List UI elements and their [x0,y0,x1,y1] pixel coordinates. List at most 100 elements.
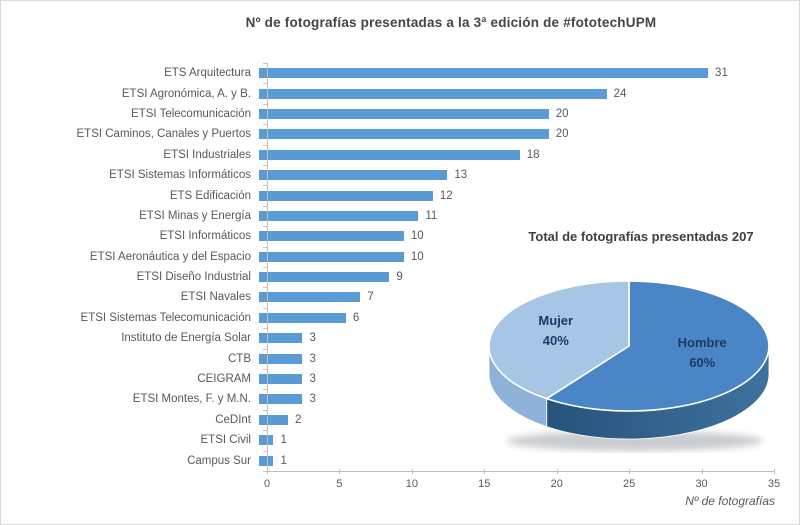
x-axis-tick-label: 5 [336,478,343,490]
bar-row: ETSI Industriales 18 [1,145,781,165]
bar [259,108,549,119]
bar-row: ETSI Civil 1 [1,430,781,450]
y-axis-tick [263,471,267,472]
bar-track: 3 [259,328,766,348]
bar-value-label: 11 [425,209,438,222]
category-label: ETSI Informáticos [159,230,251,243]
bar-value-label: 10 [410,230,424,243]
x-axis-tick [411,469,413,474]
bar-row: ETSI Aeronáutica y del Espacio 10 [1,247,781,267]
x-axis-tick-label: 15 [478,478,491,490]
bar-value-label: 6 [352,311,360,324]
category-label: ETSI Navales [180,291,251,304]
x-axis-tick [774,469,775,474]
bar-track: 2 [259,410,766,430]
x-axis-tick-label: 20 [550,478,563,490]
bar [259,374,303,385]
bar-row: ETSI Agronómica, A. y B. 24 [1,83,781,103]
bar-value-label: 13 [454,169,468,182]
category-label: Instituto de Energía Solar [121,332,251,345]
pie-slice-hombre [545,280,770,412]
bar [259,272,390,283]
bar-track: 9 [259,267,766,287]
bar-row: ETSI Sistemas Telecomunicación 6 [1,308,781,328]
bar-row: CeDInt 2 [1,410,781,430]
bar-row: Instituto de Energía Solar 3 [1,328,781,348]
y-axis-tick [263,389,267,391]
bar [259,435,274,446]
bar-track: 7 [259,287,766,307]
bar-row: ETSI Caminos, Canales y Puertos 20 [1,124,781,144]
bar-row: ETSI Diseño Industrial 9 [1,267,781,287]
y-axis-tick [263,430,267,432]
y-axis-tick [263,205,267,207]
bar-row: CTB 3 [1,348,781,368]
y-axis-line [263,63,268,472]
bar-value-label: 3 [309,373,316,386]
bar-row: ETSI Sistemas Informáticos 13 [1,165,781,185]
y-axis-tick [263,409,267,411]
bar-row: ETSI Minas y Energía 11 [1,206,781,226]
bar-track: 31 [259,63,766,83]
chart-title: Nº de fotografías presentadas a la 3ª ed… [245,15,657,30]
bar-track: 3 [259,389,766,409]
x-axis-line: 0 5 10 15 20 25 30 35 [264,469,780,490]
bar-value-label: 12 [439,189,453,202]
x-axis-tick [339,469,341,474]
y-axis-tick [263,307,267,309]
bar [259,455,274,466]
bar-value-label: 3 [309,352,316,365]
x-axis-tick [484,469,486,474]
bar-track: 1 [259,450,766,470]
y-axis-tick [263,63,267,64]
bar [259,231,404,242]
x-axis-tick-label: 30 [695,478,708,490]
y-axis-tick [263,328,267,330]
y-axis-tick [263,348,267,350]
x-axis-tick-label: 35 [767,478,781,490]
bar-track: 3 [259,369,766,389]
bar [259,149,520,160]
category-label: ETSI Industriales [163,148,251,161]
pie-shadow [507,431,763,451]
y-axis-tick [263,267,267,268]
bar-track: 18 [259,145,766,165]
pie-slice-label-hombre: Hombre 60% [678,335,727,370]
category-label: ETSI Civil [200,434,251,447]
bar-track: 10 [259,247,766,267]
pie-chart: Hombre 60% Mujer 40% [488,280,770,451]
bar-value-label: 1 [280,454,287,467]
pie-slice-label-mujer: Mujer 40% [538,313,573,348]
bar-row: ETS Edificación 12 [1,185,781,205]
x-axis-tick [629,469,631,474]
bar-value-label: 3 [309,332,316,345]
bar-value-label: 7 [367,291,374,304]
bar-track: 12 [259,185,766,205]
bar-value-label: 3 [309,393,316,406]
y-axis-tick [263,103,267,105]
bar-chart: ETS Arquitectura 31 ETSI Agronómica, A. y … [1,63,781,471]
y-axis-tick [263,124,267,126]
bar-row: ETSI Telecomunicación 20 [1,104,781,124]
bar-track: 13 [259,165,766,185]
bar-row: CEIGRAM 3 [1,369,781,389]
bar-track: 20 [259,124,766,144]
pie-chart-title: Total de fotografías presentadas 207 [528,229,754,244]
bar-value-label: 1 [280,434,287,447]
bar-track: 3 [259,348,766,368]
bar-track: 1 [259,430,766,450]
bar-value-label: 31 [715,67,728,80]
x-axis-tick-label: 25 [623,478,636,490]
category-label: ETSI Agronómica, A. y B. [121,87,251,100]
bar-row: ETSI Montes, F. y M.N. 3 [1,389,781,409]
x-axis-tick-label: 0 [263,478,271,490]
bar [259,292,361,303]
bar [259,68,709,79]
y-axis-tick [263,369,267,370]
y-axis-tick [263,226,267,228]
category-label: ETSI Telecomunicación [131,107,251,120]
bar-value-label: 2 [294,413,302,426]
y-axis-tick [263,450,267,452]
bar [259,353,303,364]
bar-row: Campus Sur 1 [1,450,781,470]
